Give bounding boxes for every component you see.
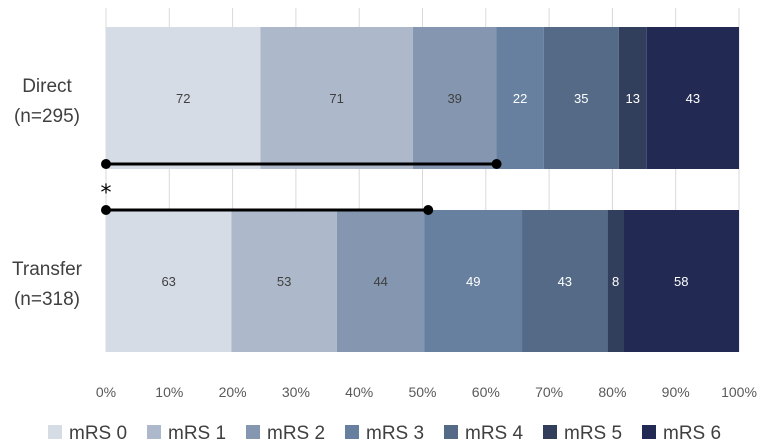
legend-swatch <box>543 425 557 439</box>
data-label: 13 <box>626 91 640 106</box>
legend-swatch <box>642 425 656 439</box>
data-label: 35 <box>574 91 588 106</box>
category-label: (n=318) <box>14 289 80 310</box>
bracket-dot <box>101 159 111 169</box>
data-label: 53 <box>277 274 291 289</box>
segment-labels: 72 71 39 22 35 13 43 63 53 44 49 43 8 58 <box>161 91 700 289</box>
bar-segment <box>424 210 523 352</box>
bracket-dot <box>423 205 434 215</box>
significance-marker: * <box>101 181 112 206</box>
x-tick-label: 100% <box>721 384 757 400</box>
bracket-dot <box>491 159 502 169</box>
category-labels: Direct (n=295) Transfer (n=318) <box>12 76 83 310</box>
x-tick-label: 50% <box>408 384 436 400</box>
bar-segment <box>336 210 425 352</box>
bar-segment <box>231 210 337 352</box>
data-label: 49 <box>466 274 480 289</box>
x-tick-label: 10% <box>155 384 183 400</box>
x-tick-label: 40% <box>345 384 373 400</box>
bar-segment <box>543 27 619 169</box>
x-tick-label: 80% <box>598 384 626 400</box>
bar-segment <box>522 210 608 352</box>
legend-swatch <box>48 425 62 439</box>
x-tick-label: 30% <box>282 384 310 400</box>
category-label: Transfer <box>12 259 83 280</box>
data-label: 63 <box>161 274 175 289</box>
x-axis-ticks: 0% 10% 20% 30% 40% 50% 60% 70% 80% 90% 100% <box>96 384 757 400</box>
legend-label: mRS 6 <box>663 423 721 444</box>
bar-segment <box>607 210 624 352</box>
bar-segment <box>412 27 497 169</box>
x-tick-label: 0% <box>96 384 116 400</box>
data-label: 58 <box>674 274 688 289</box>
data-label: 39 <box>447 91 461 106</box>
data-label: 71 <box>329 91 343 106</box>
data-label: 22 <box>513 91 527 106</box>
legend-swatch <box>246 425 260 439</box>
category-label: Direct <box>22 76 72 97</box>
data-label: 72 <box>176 91 190 106</box>
bar-segment <box>496 27 544 169</box>
data-label: 8 <box>612 274 619 289</box>
legend-swatch <box>444 425 458 439</box>
bar-segment <box>106 210 232 352</box>
legend: mRS 0 mRS 1 mRS 2 mRS 3 mRS 4 mRS 5 mRS 6 <box>48 423 721 444</box>
data-label: 43 <box>558 274 572 289</box>
bar-segment <box>623 210 739 352</box>
bracket-dot <box>101 205 111 215</box>
x-tick-label: 60% <box>472 384 500 400</box>
bar-segment <box>106 27 261 169</box>
legend-label: mRS 5 <box>564 423 622 444</box>
x-tick-label: 70% <box>535 384 563 400</box>
legend-label: mRS 1 <box>168 423 226 444</box>
bar-segment <box>646 27 739 169</box>
legend-swatch <box>147 425 161 439</box>
x-tick-label: 90% <box>662 384 690 400</box>
x-tick-label: 20% <box>219 384 247 400</box>
data-label: 44 <box>373 274 387 289</box>
legend-label: mRS 4 <box>465 423 524 444</box>
bars <box>106 27 739 352</box>
legend-swatch <box>345 425 359 439</box>
category-label: (n=295) <box>14 106 80 127</box>
significance-brackets: * <box>101 159 502 215</box>
legend-label: mRS 2 <box>267 423 325 444</box>
bar-segment <box>618 27 647 169</box>
legend-label: mRS 3 <box>366 423 424 444</box>
data-label: 43 <box>686 91 700 106</box>
bar-segment <box>260 27 413 169</box>
legend-label: mRS 0 <box>69 423 127 444</box>
